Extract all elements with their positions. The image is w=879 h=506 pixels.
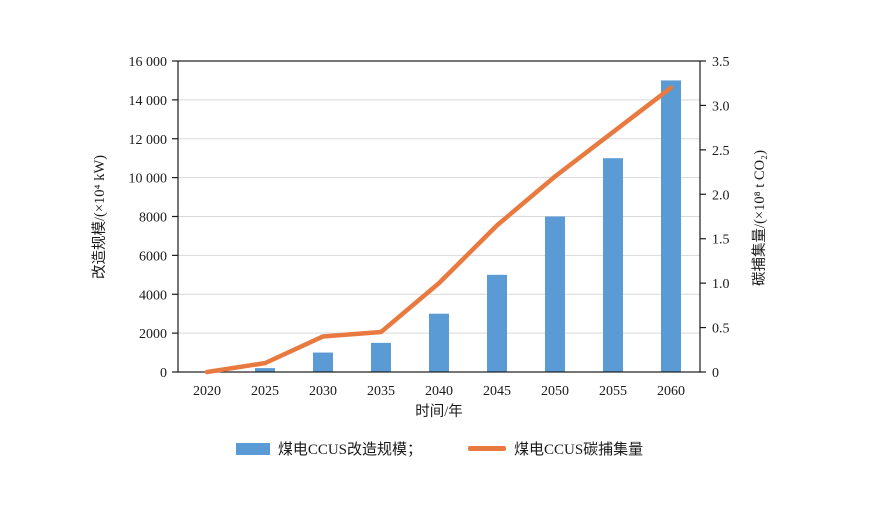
right-axis-title: 碳捕集量/(×10⁸ t CO₂) [751, 150, 768, 286]
line-series [204, 85, 674, 375]
left-tick-label: 10 000 [129, 172, 168, 187]
left-tick-label: 0 [160, 366, 167, 381]
legend-label-retrofit-scale: 煤电CCUS改造规模； [277, 442, 422, 458]
x-tick-label: 2030 [309, 384, 337, 399]
left-tick-label: 6000 [139, 249, 167, 264]
bar-2030 [313, 352, 333, 372]
legend-label-carbon-capture: 煤电CCUS碳捕集量 [514, 442, 644, 458]
left-tick-label: 4000 [139, 288, 167, 303]
bar-2050 [545, 216, 565, 372]
bar-2040 [429, 313, 449, 372]
right-tick-label: 1.5 [712, 233, 730, 248]
right-tick-label: 0.5 [712, 322, 730, 337]
bar-swatch [235, 442, 270, 455]
x-tick-label: 2055 [599, 384, 627, 399]
x-axis-title: 时间/年 [415, 403, 463, 420]
left-tick-label: 12 000 [129, 133, 168, 148]
bar-series [255, 80, 681, 372]
right-tick-label: 2.0 [712, 188, 730, 203]
x-tick-label: 2060 [657, 384, 685, 399]
gridlines [178, 99, 700, 334]
legend: 煤电CCUS改造规模； 煤电CCUS碳捕集量 [0, 438, 879, 459]
right-tick-label: 3.0 [712, 99, 730, 114]
bar-2045 [487, 274, 507, 372]
plot-frame [172, 60, 706, 373]
x-tick-label: 2035 [367, 384, 395, 399]
axis-tick-labels: 0 2000 4000 6000 8000 10 000 12 000 14 000 16 00… [129, 55, 730, 399]
bar-2055 [603, 158, 623, 372]
right-tick-label: 2.5 [712, 144, 730, 159]
x-tick-label: 2045 [483, 384, 511, 399]
bar-2060 [661, 80, 681, 372]
line-swatch [468, 446, 506, 451]
legend-item-retrofit-scale: 煤电CCUS改造规模； [235, 438, 422, 459]
left-tick-label: 16 000 [129, 55, 168, 70]
x-tick-label: 2025 [251, 384, 279, 399]
left-tick-label: 8000 [139, 211, 167, 226]
carbon-capture-line [204, 85, 674, 375]
x-tick-label: 2020 [193, 384, 221, 399]
right-tick-label: 1.0 [712, 277, 730, 292]
bar-2025 [255, 368, 275, 372]
left-tick-label: 14 000 [129, 94, 168, 109]
right-tick-label: 0 [712, 366, 719, 381]
left-axis-title: 改造规模/(×10⁴ kW) [91, 155, 108, 279]
x-tick-label: 2040 [425, 384, 453, 399]
right-tick-label: 3.5 [712, 55, 730, 70]
bar-2035 [371, 342, 391, 372]
legend-item-carbon-capture: 煤电CCUS碳捕集量 [468, 438, 643, 459]
left-tick-label: 2000 [139, 327, 167, 342]
x-tick-label: 2050 [541, 384, 569, 399]
